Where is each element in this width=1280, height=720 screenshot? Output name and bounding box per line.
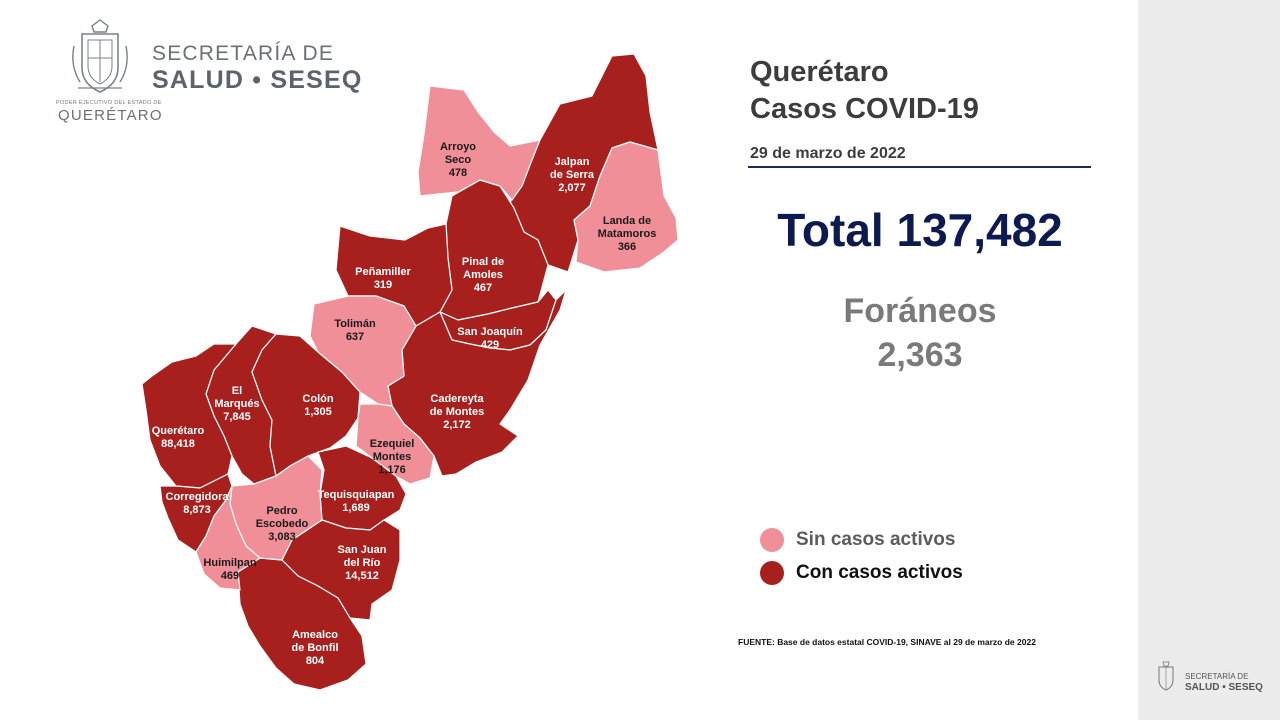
- map-label-colon: Colón 1,305: [302, 393, 333, 418]
- foraneos-value: 2,363: [877, 336, 963, 374]
- org-name-line1: SECRETARÍA DE: [152, 42, 335, 65]
- map-label-pinal-de-amoles: Pinal de Amoles 467: [462, 256, 504, 294]
- report-title: Casos COVID-19: [750, 93, 979, 125]
- map-label-ezequiel-montes: Ezequiel Montes 1,176: [370, 438, 415, 476]
- mini-logo-line1: SECRETARÍA DE: [1185, 672, 1249, 681]
- map-label-cadereyta: Cadereyta de Montes 2,172: [430, 393, 485, 431]
- municipality-regions: [141, 53, 679, 691]
- right-margin-panel: [1138, 0, 1280, 720]
- region-huimilpan: [195, 485, 261, 591]
- map-label-corregidora: Corregidora 8,873: [166, 491, 230, 516]
- seal-state-name: QUERÉTARO: [58, 107, 163, 124]
- data-source-note: FUENTE: Base de datos estatal COVID-19, …: [738, 637, 1036, 647]
- mini-logo-line2: SALUD • SESEQ: [1185, 682, 1263, 693]
- map-label-el-marques: El Marqués 7,845: [214, 385, 259, 423]
- map-label-pedro-escobedo: Pedro Escobedo 3,083: [256, 505, 309, 543]
- map-label-tequisquiapan: Tequisquiapan 1,689: [318, 489, 395, 514]
- map-label-toliman: Tolimán 637: [334, 318, 376, 343]
- report-date: 29 de marzo de 2022: [750, 145, 906, 162]
- seal-caption: PODER EJECUTIVO DEL ESTADO DE: [56, 100, 162, 106]
- region-arroyo-seco: [417, 85, 541, 201]
- region-queretaro: [141, 343, 237, 489]
- region-toliman: [309, 295, 417, 407]
- slide: PODER EJECUTIVO DEL ESTADO DE QUERÉTARO …: [56, 16, 1091, 691]
- region-landa: [573, 141, 679, 273]
- map-label-arroyo-seco: Arroyo Seco 478: [440, 141, 476, 179]
- org-name-line2: SALUD • SESEQ: [152, 66, 363, 94]
- legend-inactive-label: Sin casos activos: [796, 529, 956, 550]
- map-label-queretaro: Querétaro 88,418: [152, 425, 205, 450]
- region-title: Querétaro: [750, 56, 889, 88]
- map-label-landa: Landa de Matamoros 366: [598, 215, 657, 253]
- legend-active-label: Con casos activos: [796, 562, 963, 583]
- region-ezequiel-montes: [355, 403, 435, 485]
- legend-active-swatch: [760, 561, 784, 585]
- map-label-san-juan-del-rio: San Juan del Río 14,512: [338, 544, 387, 582]
- title-divider: [748, 166, 1091, 168]
- mini-seseq-logo: SECRETARÍA DE SALUD • SESEQ: [1150, 658, 1274, 708]
- legend-inactive-swatch: [760, 528, 784, 552]
- state-seal-icon: [72, 19, 128, 93]
- map-label-huimilpan: Huimilpan 469: [203, 557, 256, 582]
- map-label-jalpan-de-serra: Jalpan de Serra 2,077: [550, 156, 595, 194]
- mini-seal-icon: [1158, 661, 1174, 691]
- legend-active: Con casos activos: [760, 560, 963, 586]
- map-label-amealco: Amealco de Bonfil 804: [291, 629, 338, 667]
- map-label-penamiller: Peñamiller 319: [355, 266, 411, 291]
- map-label-san-joaquin: San Joaquín 429: [457, 326, 523, 351]
- region-amealco: [237, 557, 367, 691]
- foraneos-label: Foráneos: [843, 292, 997, 330]
- total-cases: Total 137,482: [777, 204, 1063, 256]
- legend-inactive: Sin casos activos: [760, 527, 955, 553]
- seseq-logo: PODER EJECUTIVO DEL ESTADO DE QUERÉTARO …: [56, 16, 376, 126]
